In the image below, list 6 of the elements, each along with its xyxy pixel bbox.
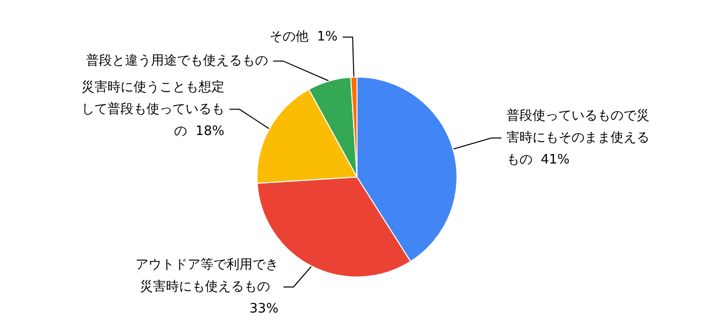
slice-label: アウトドア等で利用でき災害時にも使えるもの xyxy=(135,258,278,294)
slice-label: 普段使っているもので災害時にもそのまま使えるもの 41% xyxy=(506,107,650,168)
slice-label: 災害時に使うことも想定して普段も使っているもの 18% xyxy=(81,78,224,139)
slice-label: その他 1% xyxy=(270,30,338,45)
slice-label: 普段と違う用途でも使えるもの xyxy=(86,52,268,69)
data-label: 33% xyxy=(250,302,278,316)
